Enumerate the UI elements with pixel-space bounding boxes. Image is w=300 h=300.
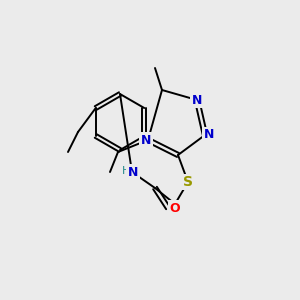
Text: N: N xyxy=(141,134,151,146)
Text: N: N xyxy=(204,128,214,142)
Text: H: H xyxy=(122,166,130,176)
Text: N: N xyxy=(128,166,138,178)
Text: S: S xyxy=(183,175,193,189)
Text: O: O xyxy=(170,202,180,214)
Text: N: N xyxy=(192,94,202,106)
